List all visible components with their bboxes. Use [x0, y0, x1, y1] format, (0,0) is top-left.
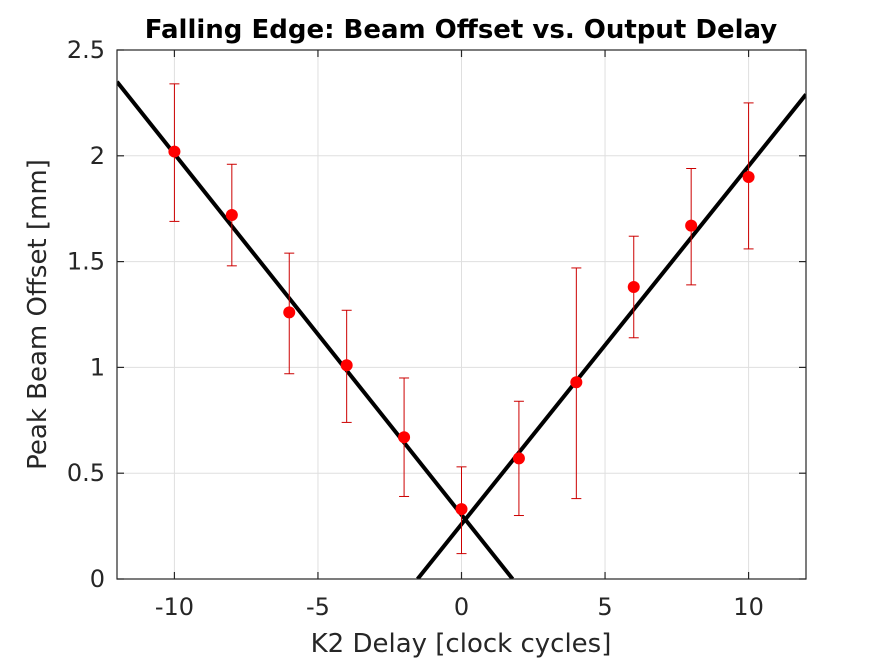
y-axis-label: Peak Beam Offset [mm] [23, 159, 53, 470]
fit-line [117, 80, 515, 579]
chart-title: Falling Edge: Beam Offset vs. Output Del… [145, 15, 778, 45]
x-axis-label: K2 Delay [clock cycles] [311, 629, 612, 659]
data-point [455, 503, 468, 516]
axis-ticks: -10 -5 0 5 10 0 0.5 1 1.5 2 2.5 [67, 36, 806, 621]
y-tick-label: 2 [90, 142, 105, 170]
data-point [283, 306, 296, 319]
y-tick-label: 1 [90, 353, 105, 381]
data-point [340, 359, 353, 372]
y-tick-label: 0.5 [67, 459, 105, 487]
data-point [742, 170, 755, 183]
data-point [512, 452, 525, 465]
y-tick-label: 1.5 [67, 248, 105, 276]
data-point [685, 219, 698, 232]
x-tick-label: 10 [733, 593, 764, 621]
x-tick-label: -10 [155, 593, 194, 621]
x-tick-label: 5 [597, 593, 612, 621]
fit-line [416, 93, 806, 579]
x-tick-label: 0 [454, 593, 469, 621]
y-tick-label: 0 [90, 565, 105, 593]
data-point [398, 431, 411, 444]
data-point [627, 280, 640, 293]
data-point [225, 209, 238, 222]
fit-lines [117, 80, 806, 579]
data-point [570, 376, 583, 389]
data-point [168, 145, 181, 158]
data-points [168, 145, 755, 516]
y-tick-label: 2.5 [67, 36, 105, 64]
x-tick-label: -5 [306, 593, 330, 621]
